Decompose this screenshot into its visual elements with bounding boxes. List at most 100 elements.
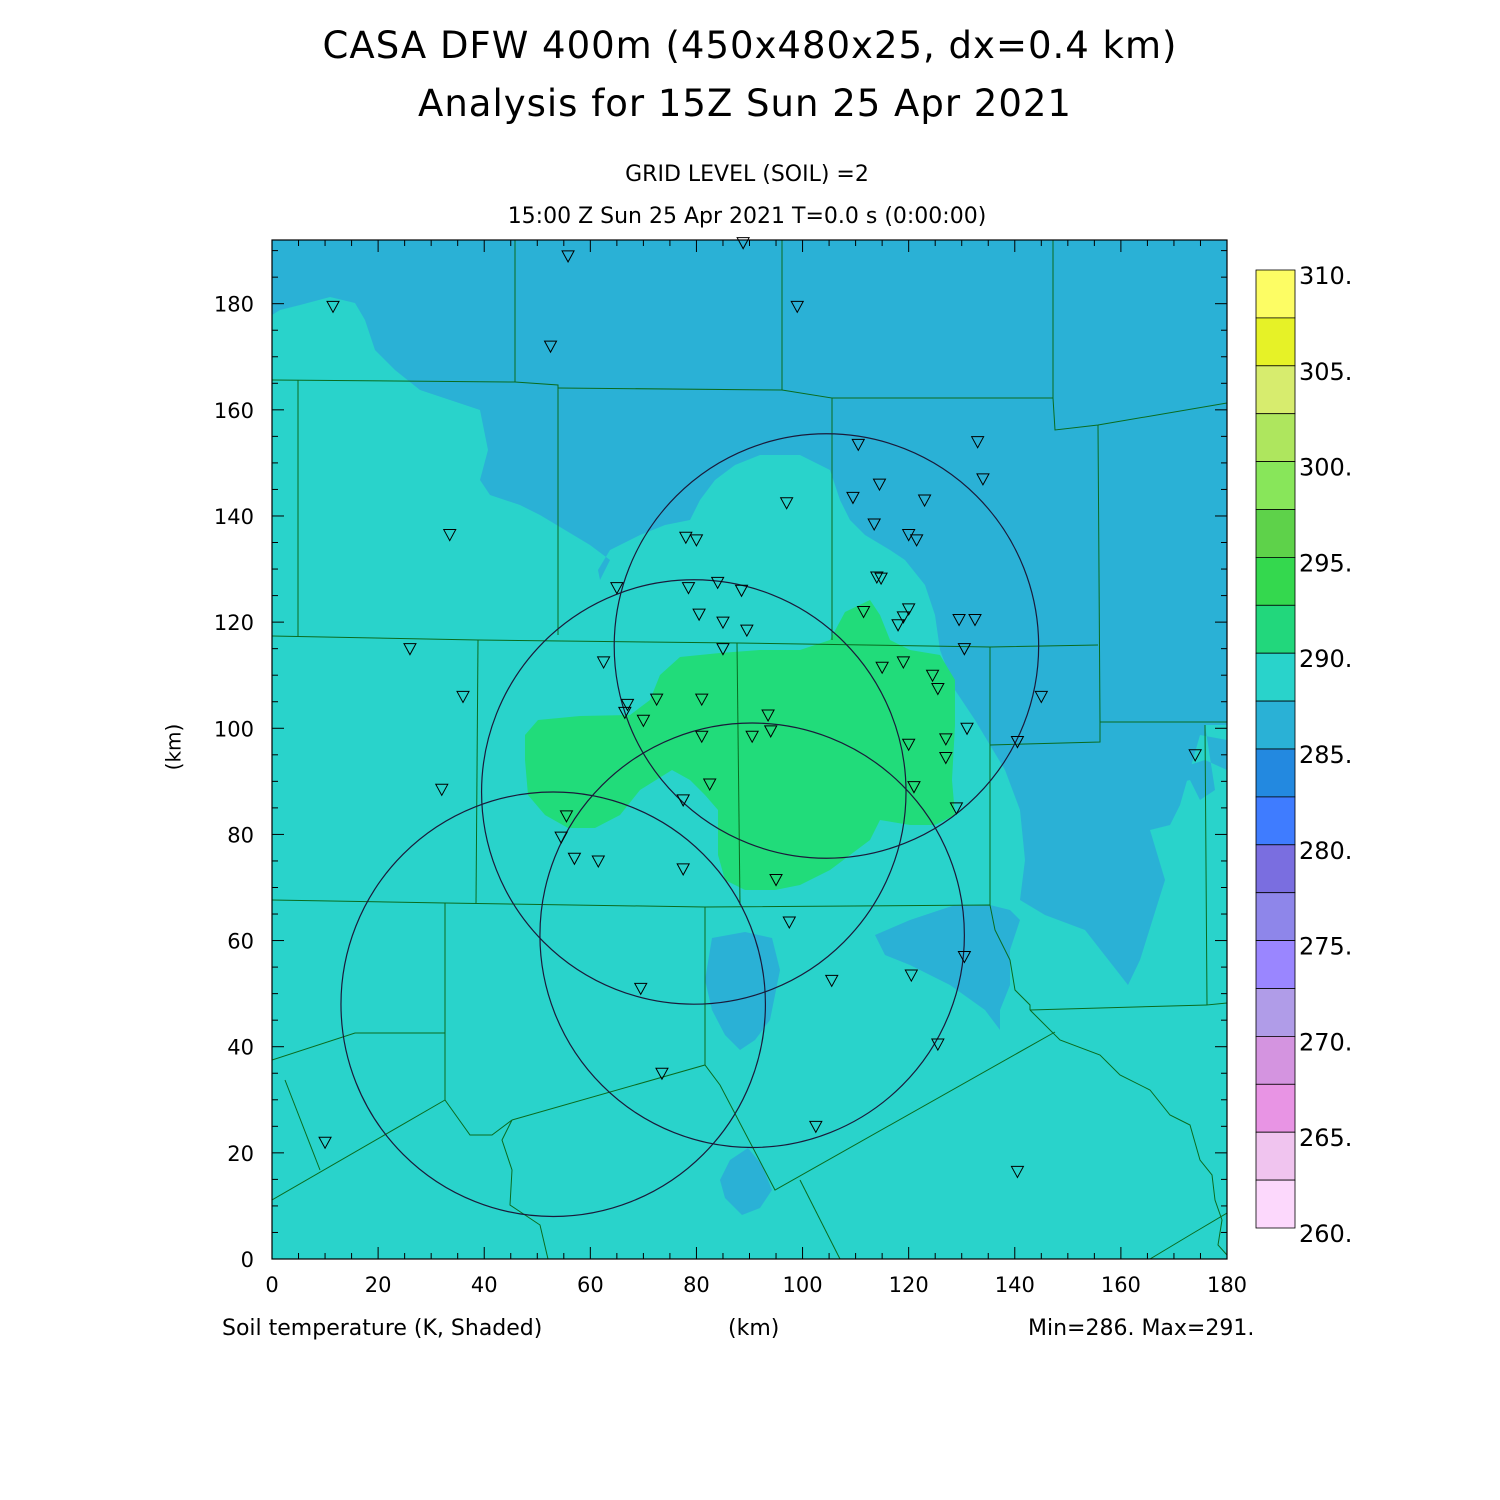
radar-ring-3 — [539, 722, 965, 1149]
colorbar-bin — [1255, 796, 1296, 846]
colorbar: 310. 305. 300. 295. 290. 285. 280. 275. 270. 265.… — [1255, 262, 1352, 1248]
min-max-readout: Min=286. Max=291. — [1028, 1316, 1255, 1341]
field-zone-286-east — [875, 905, 1020, 1030]
colorbar-bin — [1255, 461, 1296, 510]
station-marker — [949, 802, 964, 815]
y-tick-label: 20 — [227, 1142, 254, 1166]
station-marker — [896, 656, 911, 669]
county-line — [511, 1031, 1056, 1191]
station-marker — [824, 974, 839, 988]
x-tick-label: 120 — [889, 1273, 929, 1297]
colorbar-bin — [1255, 700, 1296, 750]
y-tick-label: 40 — [227, 1036, 254, 1060]
colorbar-label: 285. — [1299, 741, 1352, 769]
grid-level-label: GRID LEVEL (SOIL) =2 — [625, 162, 869, 187]
y-tick-label: 120 — [214, 611, 254, 635]
station-marker — [846, 491, 860, 505]
colorbar-bin — [1255, 748, 1296, 798]
station-marker — [716, 643, 730, 656]
station-marker — [938, 751, 953, 765]
station-marker — [925, 669, 940, 683]
station-marker — [591, 855, 606, 868]
county-line — [1097, 424, 1227, 723]
county-line — [1149, 1212, 1227, 1259]
station-marker — [875, 661, 889, 675]
station-marker — [434, 783, 449, 797]
colorbar-label: 270. — [1299, 1028, 1352, 1056]
station-marker — [442, 529, 457, 542]
station-marker — [782, 916, 797, 930]
station-marker — [689, 534, 704, 547]
colorbar-label: 290. — [1299, 645, 1352, 673]
colorbar-label: 275. — [1299, 933, 1352, 961]
station-marker — [909, 534, 924, 547]
station-marker — [769, 874, 783, 887]
station-marker — [1188, 749, 1203, 762]
x-tick-label: 160 — [1101, 1273, 1141, 1297]
colorbar-bin — [1255, 940, 1296, 989]
x-tick-label: 140 — [995, 1273, 1035, 1297]
county-line — [736, 642, 741, 906]
x-axis-label: (km) — [728, 1316, 780, 1341]
county-line — [1029, 1004, 1208, 1011]
x-tick-label: 80 — [683, 1273, 710, 1297]
colorbar-bin — [1255, 557, 1296, 606]
station-marker — [851, 438, 866, 452]
colorbar-bin — [1255, 1179, 1296, 1229]
colorbar-label: 295. — [1299, 549, 1352, 577]
colorbar-bin — [1255, 413, 1296, 463]
colorbar-bin — [1255, 317, 1296, 367]
county-line — [272, 1099, 446, 1201]
y-tick-label: 100 — [214, 717, 254, 741]
station-marker — [896, 611, 911, 624]
colorbar-label: 305. — [1299, 358, 1352, 386]
field-zone-286-south — [720, 1148, 772, 1215]
station-marker — [901, 738, 916, 752]
station-marker — [891, 619, 905, 632]
chart-title-line1: CASA DFW 400m (450x480x25, dx=0.4 km) — [322, 24, 1178, 67]
station-marker — [917, 494, 932, 508]
colorbar-bin — [1255, 269, 1296, 319]
field-layer — [272, 240, 1227, 1259]
station-marker — [649, 693, 664, 707]
county-line — [799, 1179, 841, 1259]
station-marker — [702, 778, 717, 792]
station-marker — [957, 950, 972, 964]
county-line — [1029, 1009, 1227, 1256]
station-marker — [676, 794, 691, 807]
station-marker — [867, 518, 882, 531]
station-marker — [745, 730, 759, 744]
station-marker — [931, 682, 945, 696]
county-line — [989, 722, 1101, 746]
station-marker — [636, 714, 651, 728]
y-tick-label: 0 — [241, 1248, 254, 1272]
x-tick-label: 40 — [471, 1273, 498, 1297]
county-line — [272, 899, 1031, 1010]
county-line — [444, 903, 513, 1136]
station-marker — [904, 969, 919, 983]
radar-range-rings — [340, 433, 1040, 1218]
station-marker — [596, 656, 611, 669]
station-marker — [633, 982, 648, 996]
station-marker — [554, 831, 568, 845]
radar-ring-2 — [480, 579, 907, 1005]
station-marker — [970, 436, 985, 449]
valid-time-label: 15:00 Z Sun 25 Apr 2021 T=0.0 s (0:00:00… — [507, 204, 987, 229]
chart-title-line2: Analysis for 15Z Sun 25 Apr 2021 — [418, 82, 1072, 125]
colorbar-label: 280. — [1299, 837, 1352, 865]
county-line — [1052, 397, 1227, 431]
station-marker — [957, 643, 972, 656]
station-marker — [694, 730, 709, 744]
county-line — [514, 381, 559, 635]
station-marker — [1010, 736, 1025, 749]
station-marker — [976, 473, 990, 486]
colorbar-bin — [1255, 1131, 1296, 1181]
station-marker — [960, 722, 974, 736]
y-tick-label: 160 — [214, 399, 254, 423]
station-marker — [736, 237, 750, 250]
station-marker — [872, 478, 887, 492]
station-marker — [952, 613, 966, 627]
colorbar-bin — [1255, 652, 1296, 702]
station-marker — [931, 1038, 945, 1052]
